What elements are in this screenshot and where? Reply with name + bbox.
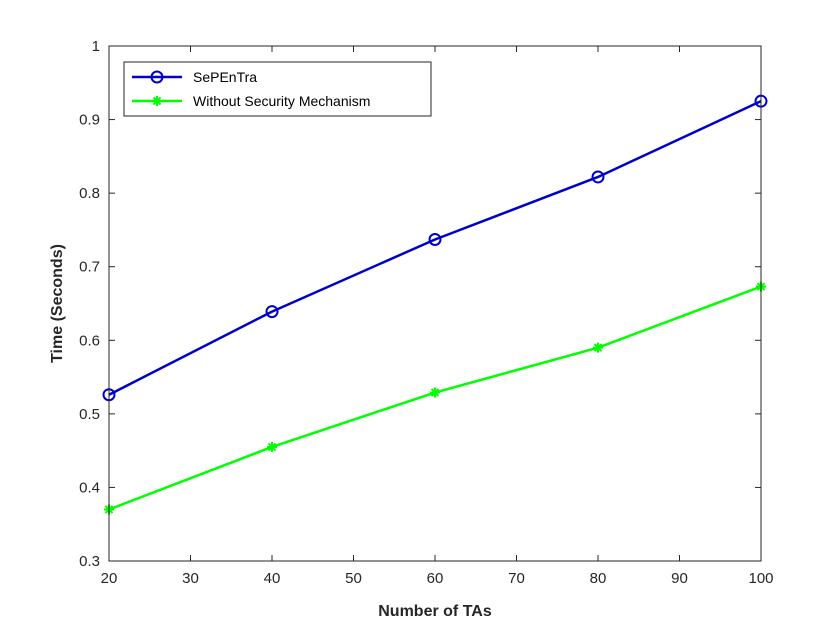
- x-tick-label: 20: [101, 570, 118, 587]
- x-tick-label: 50: [345, 570, 362, 587]
- data-point-1: [267, 441, 277, 452]
- legend-marker-1: [152, 96, 162, 106]
- y-tick-label: 0.5: [79, 406, 100, 423]
- axes-frame: [108, 45, 762, 562]
- x-tick-label: 100: [748, 570, 773, 587]
- x-tick-label: 40: [264, 570, 281, 587]
- y-tick-label: 0.6: [79, 332, 100, 349]
- series-line-1: [108, 285, 762, 511]
- y-tick-label: 0.9: [79, 112, 100, 129]
- series-line-0: [108, 100, 762, 396]
- x-tick-label: 70: [508, 570, 525, 587]
- y-tick-label: 0.3: [79, 553, 100, 570]
- x-tick-label: 60: [427, 570, 444, 587]
- plot-area: [102, 94, 768, 515]
- axis-ticks: 20 30 40 50 60 70 80 90 100 0.3 0.4 0.5 0.6 0.7 0.8 0.9…: [79, 38, 773, 587]
- legend-box: [123, 61, 432, 117]
- x-tick-label: 80: [590, 570, 607, 587]
- x-axis-label: Number of TAs: [378, 603, 492, 620]
- data-point-0: [265, 305, 279, 319]
- legend: SePEnTra Without Security Mechanism: [123, 61, 432, 117]
- data-point-1: [430, 387, 440, 398]
- data-point-0: [591, 170, 605, 184]
- y-tick-label: 1: [92, 38, 100, 55]
- data-point-0: [428, 232, 442, 246]
- legend-label-0: SePEnTra: [193, 69, 257, 85]
- x-tick-label: 90: [671, 570, 688, 587]
- y-tick-label: 0.8: [79, 185, 100, 202]
- data-point-1: [593, 342, 603, 353]
- x-tick-label: 30: [182, 570, 199, 587]
- legend-marker-0: [150, 70, 164, 84]
- y-tick-label: 0.7: [79, 259, 100, 276]
- legend-label-1: Without Security Mechanism: [193, 93, 370, 109]
- y-axis-label: Time (Seconds): [49, 244, 66, 363]
- y-tick-label: 0.4: [79, 479, 100, 496]
